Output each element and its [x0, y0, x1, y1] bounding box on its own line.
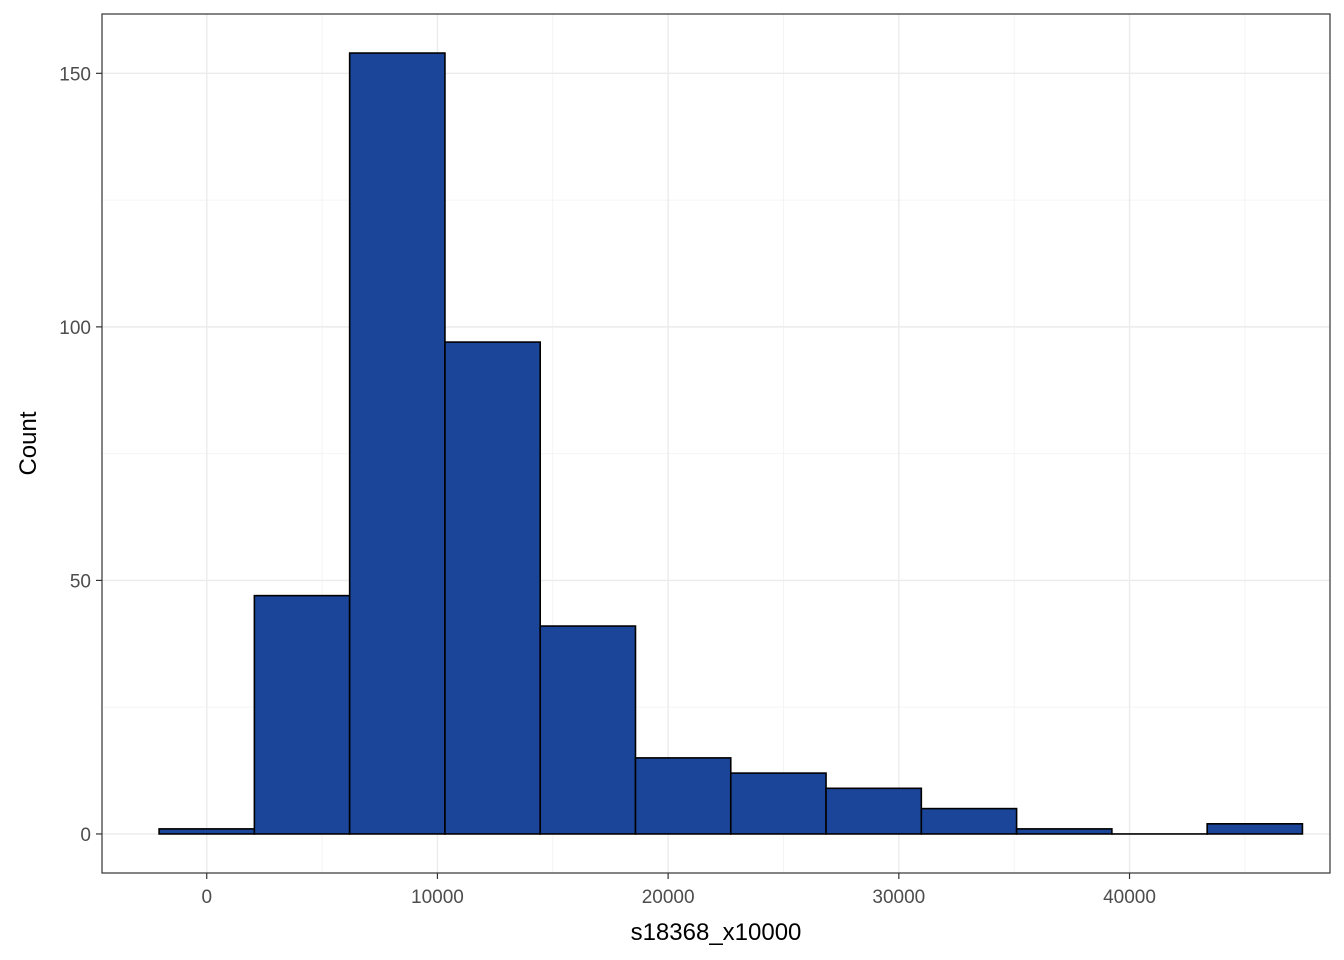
histogram-bar — [348, 52, 446, 835]
x-axis-title: s18368_x10000 — [631, 919, 802, 946]
y-tick-label: 50 — [70, 571, 91, 592]
x-axis: 0 10000 20000 30000 40000 — [201, 873, 1156, 908]
histogram-bar — [444, 341, 542, 835]
y-tick-label: 150 — [59, 64, 91, 85]
histogram-bar — [1206, 823, 1304, 835]
y-axis-title: Count — [15, 411, 42, 475]
y-tick-label: 100 — [59, 318, 91, 339]
x-tick-label: 20000 — [642, 887, 695, 908]
histogram-bar — [1015, 828, 1113, 835]
y-tick-label: 0 — [80, 825, 91, 846]
x-tick-label: 40000 — [1103, 887, 1156, 908]
histogram-bar — [920, 807, 1018, 835]
x-tick-label: 0 — [201, 887, 212, 908]
histogram-bar — [253, 594, 351, 835]
x-tick-label: 10000 — [411, 887, 464, 908]
x-tick-label: 30000 — [872, 887, 925, 908]
panel-border — [101, 13, 1331, 874]
y-axis: 0 50 100 150 — [59, 64, 102, 846]
histogram-bar — [729, 772, 827, 835]
minor-gridlines — [102, 14, 1330, 873]
histogram-bar — [539, 625, 637, 835]
histogram-bar — [158, 828, 256, 835]
histogram-bars — [158, 52, 1304, 835]
histogram-bar — [634, 757, 732, 835]
histogram-bar — [825, 787, 923, 835]
